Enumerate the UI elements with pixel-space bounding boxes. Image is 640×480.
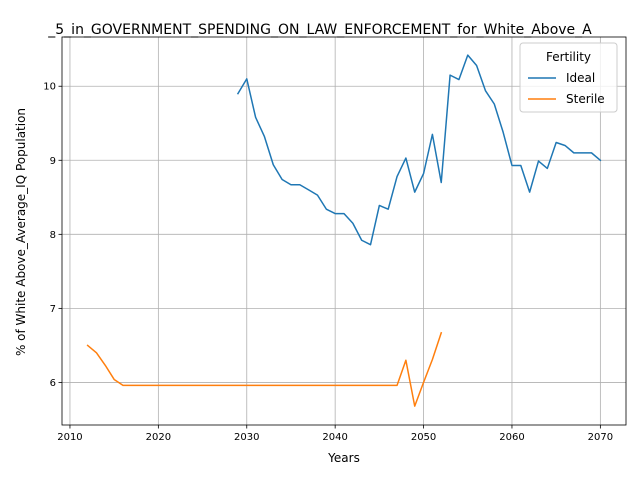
y-tick-label: 8 bbox=[50, 230, 56, 241]
x-tick-label: 2060 bbox=[499, 432, 524, 443]
legend-box bbox=[519, 42, 618, 113]
y-tick-label: 6 bbox=[50, 378, 56, 389]
y-axis-label: % of White Above_Average_IQ Population bbox=[14, 108, 28, 356]
series-line-sterile bbox=[86, 331, 443, 407]
x-tick-label: 2010 bbox=[57, 432, 82, 443]
y-tick-label: 7 bbox=[50, 304, 56, 315]
legend-label-sterile: Sterile bbox=[566, 92, 605, 106]
axis-ticks: 2010 2020 2030 2040 2050 2060 2070 6 7 8 9 10 bbox=[43, 82, 613, 443]
x-tick-label: 2040 bbox=[322, 432, 347, 443]
y-tick-label: 10 bbox=[43, 82, 56, 93]
legend-title: Fertility bbox=[546, 50, 591, 64]
grid bbox=[62, 37, 626, 425]
chart-title: _5_in_GOVERNMENT_SPENDING_ON_LAW_ENFORCE… bbox=[47, 22, 592, 38]
legend-label-ideal: Ideal bbox=[566, 71, 595, 85]
y-tick-label: 9 bbox=[50, 156, 56, 167]
series-lines bbox=[86, 54, 602, 407]
series-line-ideal bbox=[236, 54, 602, 246]
plot-frame bbox=[61, 36, 627, 426]
legend: Fertility Ideal Sterile bbox=[519, 42, 618, 113]
x-tick-label: 2050 bbox=[411, 432, 436, 443]
x-tick-label: 2020 bbox=[146, 432, 171, 443]
x-tick-label: 2030 bbox=[234, 432, 259, 443]
x-tick-label: 2070 bbox=[588, 432, 613, 443]
x-axis-label: Years bbox=[327, 451, 360, 465]
